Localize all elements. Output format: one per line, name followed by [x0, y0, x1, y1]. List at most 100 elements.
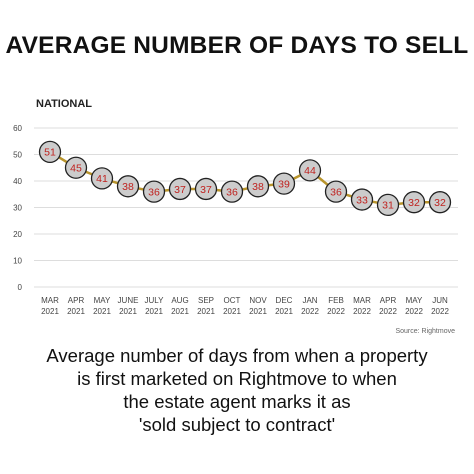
- data-marker: [194, 177, 218, 201]
- x-tick-month: MAY: [406, 296, 423, 305]
- data-marker: [64, 156, 88, 179]
- y-tick-label: 10: [13, 257, 22, 266]
- data-point: 36: [142, 180, 166, 203]
- x-tick-year: 2021: [223, 307, 241, 316]
- x-tick-year: 2022: [405, 307, 423, 316]
- data-label: 36: [226, 186, 238, 198]
- x-tick-year: 2021: [93, 307, 111, 316]
- data-point: 45: [64, 156, 88, 179]
- data-point: 32: [428, 191, 452, 214]
- x-tick-label: JULY 2021: [145, 296, 165, 316]
- chart-subtitle: NATIONAL: [36, 98, 92, 110]
- x-tick-label: APR 2021: [67, 296, 85, 316]
- x-tick-month: APR: [68, 296, 85, 305]
- x-tick-year: 2021: [171, 307, 189, 316]
- data-label: 51: [44, 147, 56, 159]
- data-marker: [350, 188, 374, 211]
- data-point: 31: [376, 193, 400, 216]
- x-tick-label: MAY 2022: [405, 296, 423, 316]
- data-marker: [246, 175, 270, 198]
- x-tick-month: OCT: [224, 296, 241, 305]
- data-point: 37: [194, 177, 218, 201]
- data-marker: [376, 193, 400, 216]
- caption-line: 'sold subject to contract': [138, 414, 336, 435]
- data-point: 51: [38, 140, 62, 163]
- source-note: Source: Rightmove: [395, 328, 455, 335]
- y-tick-label: 50: [13, 151, 22, 160]
- data-marker: [220, 180, 244, 203]
- y-tick-label: 0: [18, 283, 23, 292]
- x-tick-label: AUG 2021: [171, 296, 189, 316]
- data-label: 44: [304, 165, 316, 177]
- x-tick-label: DEC 2021: [275, 296, 293, 316]
- data-marker: [402, 191, 426, 214]
- data-label: 36: [148, 186, 160, 198]
- chart-caption: Average number of days from when a prope…: [10, 344, 464, 436]
- y-axis-ticks: 0 10 20 30 40 50 60: [13, 124, 22, 292]
- x-tick-year: 2022: [301, 307, 319, 316]
- y-tick-label: 30: [13, 204, 22, 213]
- data-marker: [142, 180, 166, 203]
- line-chart: NATIONAL 0 10 20 30 40 50 60 51 45 41 38 36 37 37 36 3…: [13, 98, 458, 335]
- data-label: 37: [174, 184, 186, 196]
- x-tick-month: JULY: [145, 296, 165, 305]
- data-marker: [324, 180, 348, 203]
- data-point: 41: [90, 167, 114, 190]
- x-tick-month: APR: [380, 296, 397, 305]
- x-tick-label: JUNE 2021: [118, 296, 139, 316]
- x-tick-year: 2022: [431, 307, 449, 316]
- data-point: 36: [324, 180, 348, 203]
- caption-line: the estate agent marks it as: [123, 391, 351, 412]
- data-point: 44: [298, 159, 322, 182]
- x-tick-label: OCT 2021: [223, 296, 241, 316]
- x-tick-label: NOV 2021: [249, 296, 267, 316]
- data-label: 45: [70, 163, 82, 175]
- data-marker: [298, 159, 322, 182]
- x-tick-label: APR 2022: [379, 296, 397, 316]
- data-label: 41: [96, 173, 108, 185]
- x-tick-label: MAR 2022: [353, 296, 371, 316]
- data-point: 38: [116, 175, 140, 198]
- data-marker: [38, 140, 62, 163]
- data-point: 33: [350, 188, 374, 211]
- caption-line: Average number of days from when a prope…: [46, 345, 428, 366]
- data-point: 37: [168, 177, 192, 201]
- x-tick-year: 2021: [275, 307, 293, 316]
- x-tick-label: FEB 2022: [327, 296, 345, 316]
- data-label: 36: [330, 186, 342, 198]
- caption-line: is first marketed on Rightmove to when: [77, 368, 397, 389]
- data-label: 37: [200, 184, 212, 196]
- data-label: 32: [408, 197, 420, 209]
- x-tick-year: 2022: [327, 307, 345, 316]
- x-tick-month: JUN: [432, 296, 448, 305]
- y-tick-label: 40: [13, 177, 22, 186]
- x-tick-month: FEB: [328, 296, 344, 305]
- data-point: 38: [246, 175, 270, 198]
- x-tick-label: JAN 2022: [301, 296, 319, 316]
- data-marker: [428, 191, 452, 214]
- data-label: 32: [434, 197, 446, 209]
- data-label: 38: [252, 181, 264, 193]
- x-tick-label: MAY 2021: [93, 296, 111, 316]
- x-tick-year: 2021: [41, 307, 59, 316]
- data-label: 38: [122, 181, 134, 193]
- x-tick-month: JUNE: [118, 296, 139, 305]
- data-point: 39: [272, 172, 296, 195]
- data-label: 33: [356, 194, 368, 206]
- data-point: 32: [402, 191, 426, 214]
- x-tick-month: SEP: [198, 296, 214, 305]
- x-tick-month: DEC: [276, 296, 293, 305]
- x-tick-month: MAY: [94, 296, 111, 305]
- x-tick-year: 2021: [145, 307, 163, 316]
- data-marker: [90, 167, 114, 190]
- data-markers: 51 45 41 38 36 37 37 36 38 39 44 36 33 31 32 32: [38, 140, 452, 216]
- chart-title: AVERAGE NUMBER OF DAYS TO SELL: [5, 32, 469, 59]
- x-tick-year: 2022: [353, 307, 371, 316]
- x-tick-month: AUG: [171, 296, 188, 305]
- data-marker: [116, 175, 140, 198]
- data-marker: [272, 172, 296, 195]
- x-tick-label: MAR 2021: [41, 296, 59, 316]
- data-label: 31: [382, 200, 394, 212]
- y-tick-label: 20: [13, 230, 22, 239]
